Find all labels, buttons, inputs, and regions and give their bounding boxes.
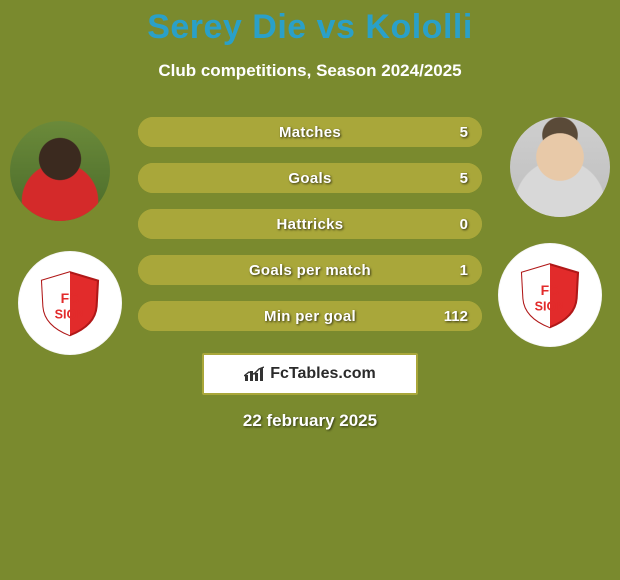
- attribution-text: FcTables.com: [270, 365, 376, 383]
- stat-bar: Hattricks0: [138, 209, 482, 239]
- svg-text:FC: FC: [541, 282, 560, 298]
- stat-bar-value-right: 5: [460, 163, 468, 193]
- player-left-portrait: [10, 121, 110, 221]
- player-right-face: [510, 117, 610, 217]
- player-left-face: [10, 121, 110, 221]
- bar-chart-icon: [244, 366, 264, 382]
- comparison-date: 22 february 2025: [0, 411, 620, 431]
- stat-bar-label: Goals: [138, 163, 482, 193]
- svg-text:SION: SION: [55, 307, 86, 321]
- fc-sion-crest-icon: FC SION: [515, 260, 585, 330]
- stat-bar-label: Goals per match: [138, 255, 482, 285]
- stat-bar-label: Matches: [138, 117, 482, 147]
- stat-bars: Matches5Goals5Hattricks0Goals per match1…: [138, 117, 482, 347]
- stat-bar-value-right: 112: [444, 301, 468, 331]
- page-subtitle: Club competitions, Season 2024/2025: [0, 61, 620, 81]
- svg-text:FC: FC: [61, 290, 80, 306]
- page-title: Serey Die vs Kololli: [0, 0, 620, 47]
- stat-bar: Matches5: [138, 117, 482, 147]
- stat-bar: Goals per match1: [138, 255, 482, 285]
- fc-sion-crest-icon: FC SION: [35, 268, 105, 338]
- player-right-portrait: [510, 117, 610, 217]
- stat-bar: Min per goal112: [138, 301, 482, 331]
- stat-bar-label: Min per goal: [138, 301, 482, 331]
- attribution-badge: FcTables.com: [202, 353, 418, 395]
- stat-bar-value-right: 0: [460, 209, 468, 239]
- comparison-card: Serey Die vs Kololli Club competitions, …: [0, 0, 620, 580]
- stat-bar-value-right: 1: [460, 255, 468, 285]
- player-left-club-crest: FC SION: [18, 251, 122, 355]
- svg-text:SION: SION: [535, 299, 566, 313]
- stat-bar: Goals5: [138, 163, 482, 193]
- player-right-club-crest: FC SION: [498, 243, 602, 347]
- stat-bar-label: Hattricks: [138, 209, 482, 239]
- stat-bar-value-right: 5: [460, 117, 468, 147]
